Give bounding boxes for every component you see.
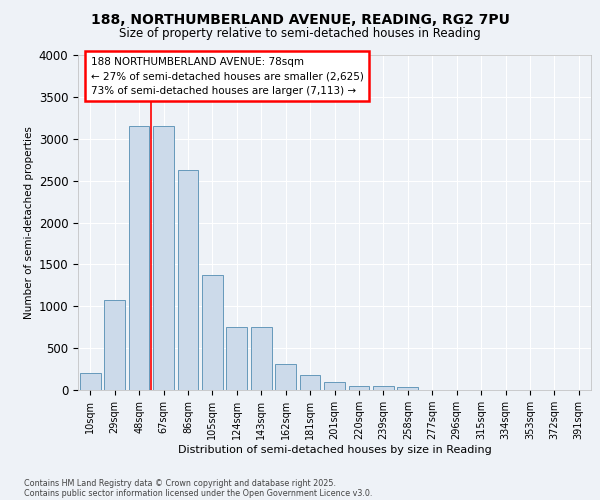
Bar [178,170,199,390]
Bar [349,386,370,390]
Text: Size of property relative to semi-detached houses in Reading: Size of property relative to semi-detach… [119,28,481,40]
Text: 188 NORTHUMBERLAND AVENUE: 78sqm
← 27% of semi-detached houses are smaller (2,62: 188 NORTHUMBERLAND AVENUE: 78sqm ← 27% o… [91,56,364,96]
Text: Contains public sector information licensed under the Open Government Licence v3: Contains public sector information licen… [24,488,373,498]
Bar [373,386,394,390]
Bar [104,300,125,390]
Bar [324,382,345,390]
Bar [128,126,149,390]
Bar [251,327,272,390]
Bar [275,364,296,390]
Y-axis label: Number of semi-detached properties: Number of semi-detached properties [25,126,34,319]
Bar [397,388,418,390]
Bar [153,126,174,390]
Text: Contains HM Land Registry data © Crown copyright and database right 2025.: Contains HM Land Registry data © Crown c… [24,478,336,488]
Bar [299,376,320,390]
Bar [202,275,223,390]
Bar [226,327,247,390]
Bar [80,373,101,390]
Text: 188, NORTHUMBERLAND AVENUE, READING, RG2 7PU: 188, NORTHUMBERLAND AVENUE, READING, RG2… [91,12,509,26]
X-axis label: Distribution of semi-detached houses by size in Reading: Distribution of semi-detached houses by … [178,445,491,455]
